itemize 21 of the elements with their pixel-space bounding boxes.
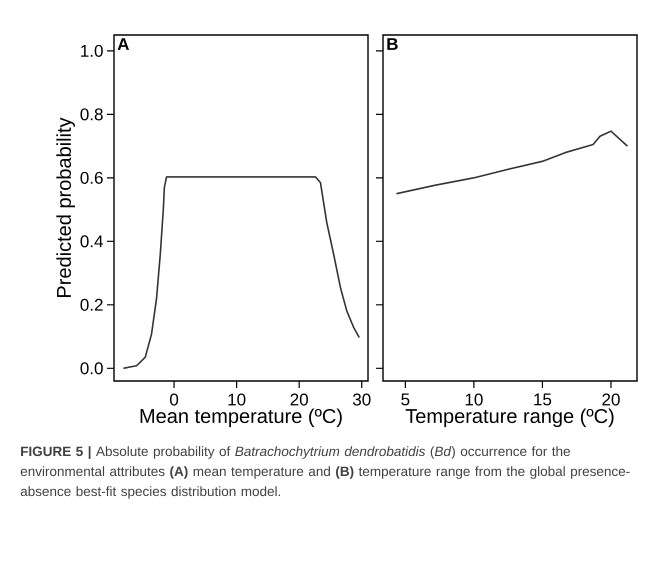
- y-tick-label: 0.8: [80, 108, 103, 120]
- chart-title: A: [118, 38, 130, 50]
- x-tick-label: 20: [290, 394, 308, 406]
- x-axis-title: Mean temperature (ºC): [140, 408, 342, 428]
- x-tick-label: 10: [466, 394, 483, 406]
- x-tick-label: 10: [228, 394, 246, 406]
- y-tick-label: 0.0: [80, 362, 103, 374]
- y-axis-title: Predicted probability: [56, 117, 75, 297]
- y-tick-label: 0.2: [80, 298, 103, 311]
- x-tick-label: 0: [170, 394, 178, 406]
- y-tick-label: 1.0: [81, 44, 103, 57]
- text: FIGURE 5 | Absolute probability of Batrachochytrium dendrobatidis (Bd) occurrence for the environmental attributes (A) mean temperature and (B) temperature range from the global presence-absence best-fit species distribution model.: [20, 446, 630, 499]
- x-tick-label: 5: [401, 394, 410, 406]
- x-tick-label: 30: [352, 394, 371, 406]
- line-series: [122, 176, 360, 370]
- x-tick-label: 15: [534, 394, 552, 406]
- y-tick-label: 0.4: [80, 235, 103, 248]
- chart-title: B: [387, 38, 398, 50]
- y-tick-label: 0.6: [80, 172, 103, 184]
- x-axis-title: Temperature range (ºC): [406, 408, 614, 428]
- x-tick-label: 20: [602, 394, 620, 406]
